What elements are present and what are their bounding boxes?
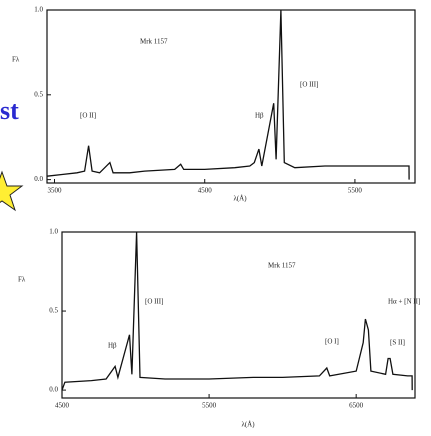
y-tick-label: 1.0 <box>49 228 58 236</box>
plot-frame <box>61 231 416 399</box>
chart-title: Mrk 1157 <box>268 262 296 270</box>
slide-text: st <box>0 96 19 125</box>
star-icon <box>0 170 24 212</box>
plot-frame <box>46 9 416 184</box>
annotation: [O III] <box>145 298 163 306</box>
annotation: [O II] <box>80 112 96 120</box>
y-tick-label: 0.5 <box>34 90 43 98</box>
annotation: Hβ <box>108 342 117 350</box>
annotation: [S II] <box>390 339 405 347</box>
x-tick-label: 5500 <box>202 402 217 410</box>
y-tick-label: 0.0 <box>49 386 58 394</box>
annotation: Hα + [N II] <box>388 298 420 306</box>
x-tick-label: 3500 <box>48 187 63 195</box>
spectrum-line <box>46 9 410 180</box>
x-tick-label: 6500 <box>349 402 364 410</box>
annotation: Hβ <box>255 112 264 120</box>
y-axis-label: Fλ <box>12 56 20 64</box>
y-tick-label: 0.5 <box>49 307 58 315</box>
annotation: [O I] <box>325 338 339 346</box>
x-axis-label: λ(Å) <box>233 195 247 203</box>
chart-title: Mrk 1157 <box>140 38 168 46</box>
x-tick-label: 5500 <box>348 187 363 195</box>
x-axis-label: λ(Å) <box>241 421 255 429</box>
spectrum-line <box>61 231 413 391</box>
annotation: [O III] <box>300 81 318 89</box>
x-tick-label: 4500 <box>198 187 213 195</box>
y-axis-label: Fλ <box>18 276 26 284</box>
x-tick-label: 4500 <box>55 402 70 410</box>
y-tick-label: 0.0 <box>34 175 43 183</box>
y-tick-label: 1.0 <box>34 6 43 14</box>
